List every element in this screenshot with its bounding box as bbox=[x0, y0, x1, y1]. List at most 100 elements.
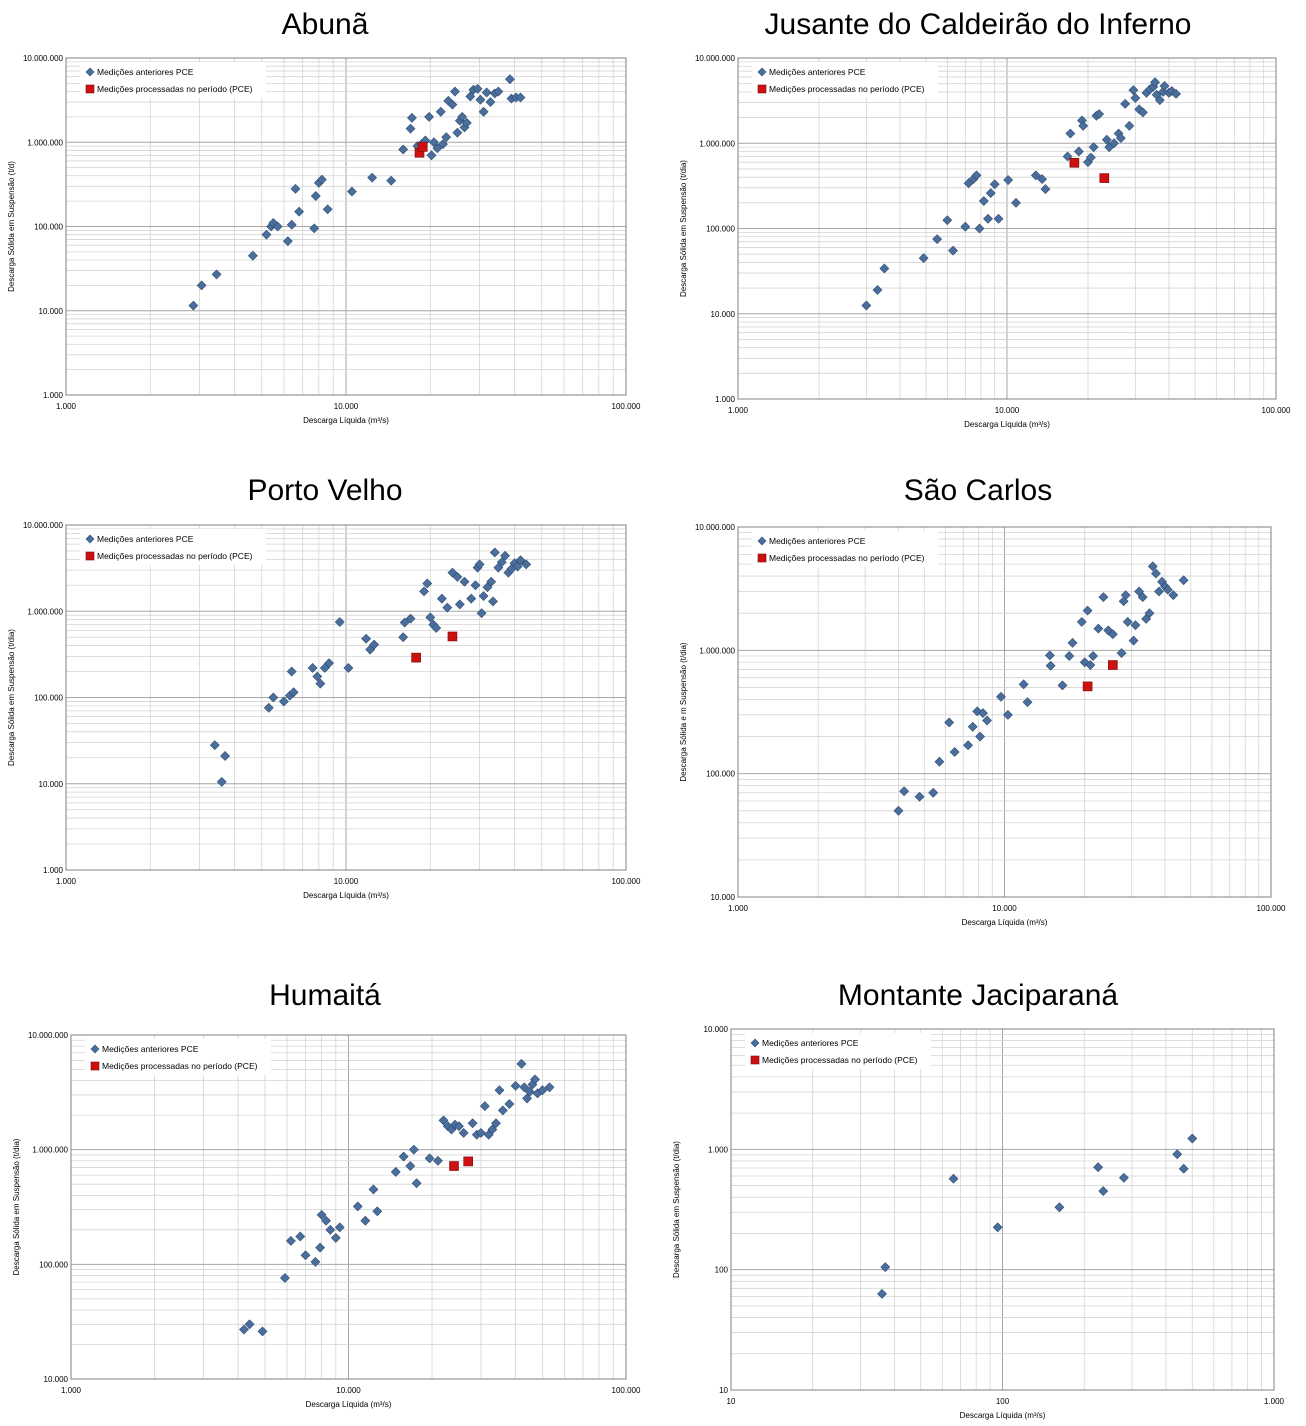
data-point-diamond bbox=[942, 215, 953, 226]
data-point-diamond bbox=[286, 666, 297, 677]
data-point-diamond bbox=[300, 1250, 311, 1261]
series-processed bbox=[414, 142, 428, 158]
data-point-diamond bbox=[1093, 1162, 1104, 1173]
legend-square-icon bbox=[90, 1061, 100, 1071]
legend: Medições anteriores PCE Medições processa… bbox=[80, 62, 266, 98]
legend-label: Medições processadas no período (PCE) bbox=[762, 1055, 918, 1065]
data-point-diamond bbox=[315, 678, 326, 689]
series-previous bbox=[861, 77, 1181, 311]
data-point-diamond bbox=[975, 731, 986, 742]
data-point-diamond bbox=[405, 613, 416, 624]
data-point-diamond bbox=[544, 1082, 555, 1093]
data-point-diamond bbox=[505, 74, 515, 85]
data-point-diamond bbox=[419, 586, 429, 597]
plot-frame bbox=[65, 524, 627, 871]
legend: Medições anteriores PCE Medições processa… bbox=[752, 62, 938, 98]
y-axis-label: Descarga Sólida em Suspensão (t/dia) bbox=[12, 1138, 21, 1275]
y-tick-label: 1.000.000 bbox=[699, 646, 735, 655]
series-processed bbox=[1082, 660, 1118, 692]
chart-title: Montante Jaciparaná bbox=[837, 979, 1119, 1012]
data-point-diamond bbox=[1107, 629, 1118, 640]
data-point-diamond bbox=[294, 206, 305, 217]
data-point-diamond bbox=[386, 175, 397, 186]
data-point-diamond bbox=[1093, 623, 1104, 634]
data-point-diamond bbox=[1011, 197, 1021, 208]
data-point-diamond bbox=[537, 1085, 548, 1096]
data-point-diamond bbox=[496, 557, 507, 568]
data-point-diamond bbox=[1150, 77, 1160, 88]
legend-label: Medições anteriores PCE bbox=[769, 67, 866, 77]
data-point-diamond bbox=[211, 269, 222, 280]
data-point-diamond bbox=[1054, 1202, 1065, 1213]
data-point-diamond bbox=[1166, 86, 1177, 96]
data-point-diamond bbox=[1076, 616, 1087, 627]
legend-square-icon bbox=[757, 84, 767, 94]
data-point-diamond bbox=[932, 234, 943, 245]
data-point-diamond bbox=[309, 223, 320, 234]
data-point-diamond bbox=[438, 139, 448, 150]
data-point-diamond bbox=[334, 617, 345, 627]
legend-box bbox=[752, 62, 938, 98]
y-tick-label: 10 bbox=[719, 1386, 728, 1395]
data-point-diamond bbox=[481, 87, 492, 98]
data-point-diamond bbox=[450, 86, 460, 97]
legend: Medições anteriores PCE Medições processa… bbox=[745, 1033, 931, 1069]
data-point-diamond bbox=[948, 1173, 959, 1184]
data-point-diamond bbox=[899, 786, 910, 797]
legend-diamond-icon bbox=[85, 67, 95, 77]
data-point-diamond bbox=[1067, 637, 1078, 648]
data-point-diamond bbox=[1003, 175, 1014, 185]
y-tick-label: 10.000 bbox=[44, 1375, 69, 1384]
data-point-diamond bbox=[438, 1115, 449, 1126]
data-point-diamond bbox=[1115, 133, 1126, 144]
y-axis-label: Descarga Sólida e m Suspensão (t/dia) bbox=[679, 642, 688, 782]
data-point-diamond bbox=[1037, 174, 1047, 184]
data-point-diamond bbox=[972, 706, 983, 717]
data-point-diamond bbox=[452, 127, 463, 138]
data-point-diamond bbox=[244, 1319, 255, 1330]
y-tick-label: 10.000.000 bbox=[23, 54, 64, 63]
data-point-diamond bbox=[398, 144, 409, 155]
y-tick-label: 100.000 bbox=[34, 223, 63, 232]
data-point-diamond bbox=[411, 1178, 422, 1189]
data-point-diamond bbox=[268, 692, 279, 703]
legend-label: Medições processadas no período (PCE) bbox=[97, 551, 253, 561]
plot-frame bbox=[65, 57, 627, 396]
chart-title: Jusante do Caldeirão do Inferno bbox=[764, 8, 1192, 41]
chart-panel-montante-jaciparana: Montante Jaciparaná 10 100 1.000 10 100 1.000… bbox=[650, 975, 1306, 1426]
data-point-diamond bbox=[282, 236, 293, 247]
data-point-diamond bbox=[1124, 120, 1135, 131]
data-point-diamond bbox=[368, 1184, 379, 1195]
grid-lines bbox=[737, 58, 1276, 400]
data-point-diamond bbox=[209, 740, 220, 751]
data-point-diamond bbox=[475, 94, 486, 105]
data-point-diamond bbox=[285, 1236, 296, 1246]
data-point-diamond bbox=[290, 183, 301, 194]
data-point-diamond bbox=[524, 1086, 535, 1097]
data-point-diamond bbox=[278, 696, 289, 707]
data-point-diamond bbox=[949, 747, 960, 757]
y-tick-label: 1.000 bbox=[708, 1145, 729, 1154]
chart-panel-humaita: Humaitá 1.000 10.000 100.000 10.000 100.000 1… bbox=[0, 975, 650, 1426]
data-point-diamond bbox=[372, 1206, 383, 1217]
chart-title: Porto Velho bbox=[247, 474, 403, 507]
plot-frame bbox=[70, 1034, 627, 1380]
data-point-diamond bbox=[982, 715, 992, 726]
chart-title: Abunã bbox=[281, 8, 369, 41]
data-point-diamond bbox=[316, 1209, 327, 1220]
y-tick-label: 10.000 bbox=[711, 893, 736, 902]
chart-panel-porto-velho: Porto Velho 1.000 10.000 100.000 1.000 10.00… bbox=[0, 470, 650, 950]
data-point-diamond bbox=[478, 591, 489, 601]
data-point-diamond bbox=[334, 1222, 345, 1233]
data-point-diamond bbox=[486, 576, 497, 587]
data-point-diamond bbox=[893, 805, 904, 816]
y-tick-label: 10.000 bbox=[704, 1025, 729, 1034]
legend-square-icon bbox=[85, 551, 95, 561]
data-point-diamond bbox=[928, 787, 939, 798]
x-axis-label: Descarga Líquida (m³/s) bbox=[306, 1400, 392, 1409]
x-tick-label: 1.000 bbox=[61, 1386, 82, 1395]
data-point-diamond bbox=[872, 285, 883, 295]
x-tick-label: 10.000 bbox=[334, 402, 359, 411]
data-point-diamond bbox=[407, 112, 417, 123]
legend-box bbox=[745, 1033, 931, 1069]
